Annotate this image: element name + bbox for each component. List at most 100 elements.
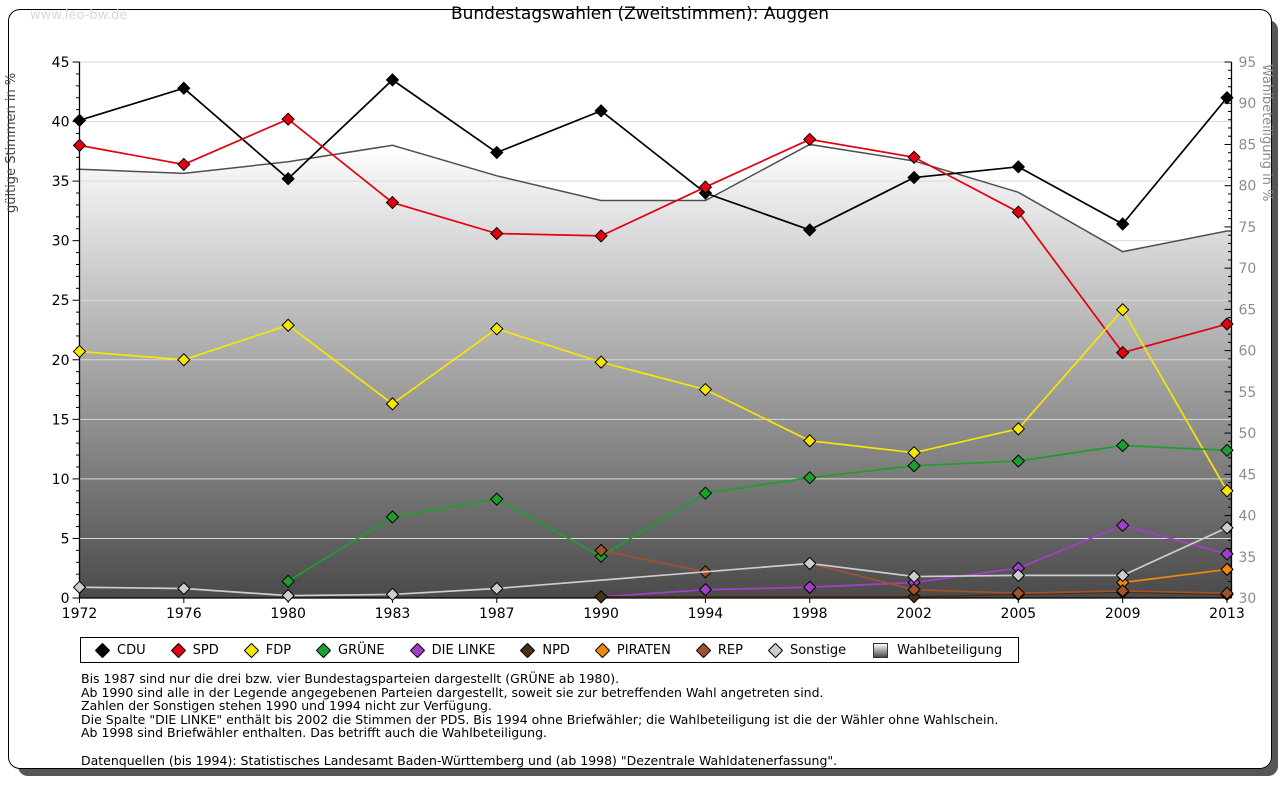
svg-text:95: 95 — [1239, 55, 1257, 71]
point-cdu-1987 — [490, 145, 504, 160]
legend-item-spd: SPD — [170, 642, 219, 658]
svg-text:90: 90 — [1239, 96, 1257, 112]
point-spd-1990 — [594, 229, 608, 243]
legend-label: SPD — [192, 642, 219, 658]
svg-text:70: 70 — [1239, 261, 1257, 277]
point-fdp-2013 — [1220, 484, 1234, 498]
svg-text:1983: 1983 — [375, 606, 411, 622]
gridlines — [79, 61, 1232, 539]
footnotes: Bis 1987 sind nur die drei bzw. vier Bun… — [81, 672, 998, 767]
legend-marker-piraten-diamond-icon — [594, 642, 611, 658]
footnote-line: Ab 1998 sind Briefwähler enthalten. Das … — [81, 725, 547, 741]
point-cdu-1972 — [72, 113, 87, 128]
y-right-axis-title: Wahlbeteiligung in % — [1259, 64, 1274, 201]
point-fdp-2005 — [1011, 422, 1026, 436]
legend-marker-spd-diamond-icon — [170, 642, 186, 658]
point-die-linke-1998 — [803, 580, 817, 594]
point-sonstige-2013 — [1220, 521, 1234, 535]
svg-text:20: 20 — [52, 353, 70, 369]
point-spd-1976 — [177, 157, 191, 172]
legend-label: GRÜNE — [338, 642, 385, 658]
svg-text:10: 10 — [52, 472, 70, 488]
point-rep-2005 — [1011, 586, 1026, 600]
footnote-line: Zahlen der Sonstigen stehen 1990 und 199… — [81, 698, 492, 714]
svg-text:30: 30 — [1239, 591, 1257, 607]
legend-item-npd: NPD — [520, 642, 570, 658]
svg-text:0: 0 — [61, 591, 70, 607]
svg-text:25: 25 — [52, 293, 70, 309]
point-sonstige-1983 — [385, 587, 400, 602]
point-rep-2009 — [1115, 584, 1130, 598]
svg-text:60: 60 — [1239, 344, 1257, 360]
legend: CDU SPD FDP GRÜNE DIE LINKE NPD PIRATEN REP Sons… — [80, 637, 1020, 663]
point-sonstige-1972 — [72, 580, 87, 594]
legend-marker-fdp-diamond-icon — [243, 642, 259, 658]
point-sonstige-1980 — [281, 588, 295, 603]
point-sonstige-1987 — [490, 581, 504, 596]
point-spd-1987 — [490, 226, 504, 241]
y-right-labels: 30 35 40 45 50 55 60 65 70 75 80 85 90 95 — [1239, 55, 1257, 607]
svg-text:45: 45 — [52, 55, 70, 71]
point-fdp-1998 — [803, 434, 817, 448]
point-cdu-2009 — [1115, 217, 1130, 231]
point-sonstige-2002 — [907, 569, 921, 584]
wahlbeteiligung-line — [79, 143, 1232, 253]
point-sonstige-2005 — [1011, 568, 1026, 583]
point-piraten-2013 — [1220, 562, 1234, 577]
svg-text:85: 85 — [1239, 137, 1257, 153]
point-spd-1994 — [698, 180, 713, 194]
point-fdp-2002 — [907, 445, 921, 460]
legend-label: PIRATEN — [616, 642, 671, 658]
footnote-line: Die Spalte "DIE LINKE" enthält bis 2002 … — [81, 711, 999, 727]
point-grüne-2009 — [1115, 438, 1130, 453]
legend-label: FDP — [265, 642, 292, 658]
wahlbeteiligung-area — [79, 144, 1232, 598]
svg-text:2005: 2005 — [1001, 606, 1037, 622]
svg-text:1976: 1976 — [166, 606, 202, 622]
svg-text:2009: 2009 — [1105, 606, 1141, 622]
point-grüne-1987 — [490, 492, 504, 506]
legend-item-grüne: GRÜNE — [315, 642, 385, 658]
legend-marker-sonstige-diamond-icon — [767, 642, 784, 658]
point-sonstige-1998 — [803, 556, 817, 571]
svg-text:5: 5 — [61, 531, 70, 547]
y-left-labels: 0 5 10 15 20 25 30 35 40 45 — [52, 55, 70, 607]
point-spd-1980 — [281, 112, 295, 126]
footnote-line: Ab 1990 sind alle in der Legende angegeb… — [81, 684, 824, 700]
legend-label: DIE LINKE — [431, 642, 496, 658]
point-grüne-2005 — [1011, 454, 1026, 468]
legend-marker-cdu-diamond-icon — [94, 642, 111, 658]
svg-text:65: 65 — [1239, 302, 1257, 318]
point-rep-2002 — [907, 582, 921, 597]
legend-marker-grüne-diamond-icon — [315, 642, 332, 658]
footnote-spacer — [81, 740, 998, 754]
point-die-linke-1994 — [698, 582, 713, 597]
svg-text:35: 35 — [52, 174, 70, 190]
point-rep-2013 — [1220, 586, 1234, 600]
legend-item-piraten: PIRATEN — [594, 642, 671, 658]
legend-label: CDU — [117, 642, 146, 658]
y-left-axis-title: gültige Stimmen in % — [4, 73, 19, 213]
legend-label: Wahlbeteiligung — [897, 642, 1003, 658]
point-fdp-1994 — [698, 382, 713, 397]
legend-item-die-linke: DIE LINKE — [409, 642, 496, 658]
point-spd-1983 — [385, 195, 400, 210]
point-die-linke-2013 — [1220, 547, 1234, 561]
point-cdu-2002 — [907, 170, 921, 185]
point-grüne-2013 — [1220, 443, 1234, 458]
point-cdu-1983 — [385, 73, 400, 87]
series-fdp — [72, 303, 1234, 498]
point-cdu-1990 — [594, 104, 608, 118]
point-grüne-2002 — [907, 459, 921, 473]
point-cdu-2005 — [1011, 160, 1026, 174]
svg-text:80: 80 — [1239, 179, 1257, 195]
point-fdp-1987 — [490, 322, 504, 336]
point-spd-1998 — [803, 132, 817, 147]
svg-text:55: 55 — [1239, 385, 1257, 401]
svg-text:2002: 2002 — [896, 606, 932, 622]
svg-text:2013: 2013 — [1209, 606, 1245, 622]
legend-label: NPD — [542, 642, 570, 658]
x-axis-labels: 1972 1976 1980 1983 1987 1990 1994 1998 2002 2005… — [62, 606, 1245, 622]
legend-item-sonstige: Sonstige — [767, 642, 846, 658]
point-grüne-1983 — [385, 510, 400, 524]
